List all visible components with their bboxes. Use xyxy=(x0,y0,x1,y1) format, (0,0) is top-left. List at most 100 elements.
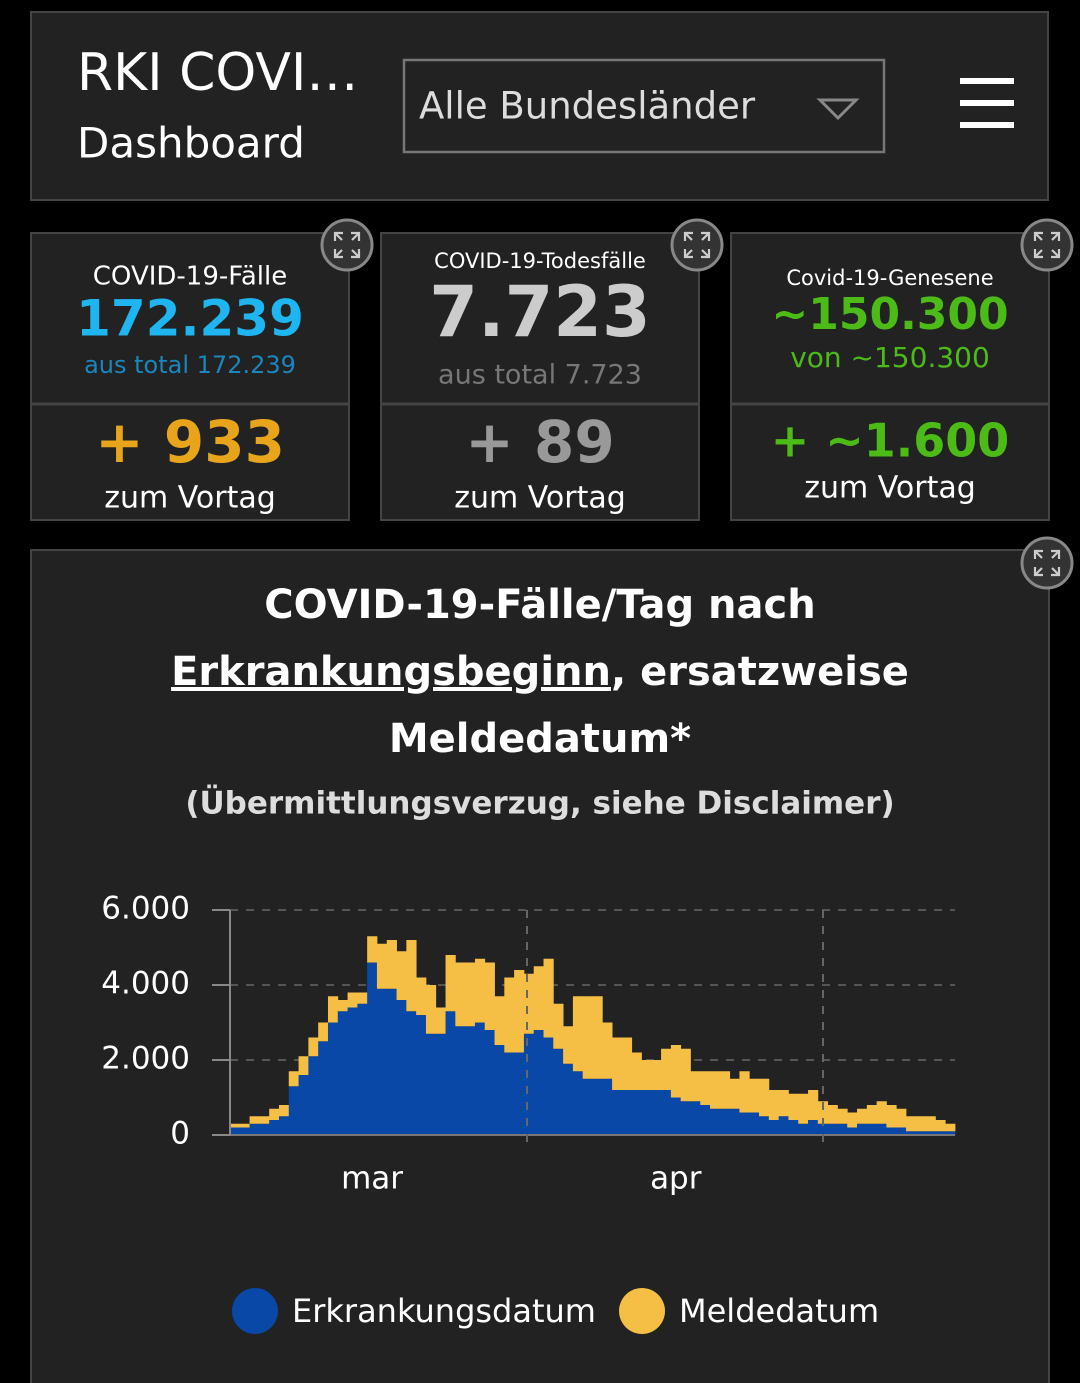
legend-label: Meldedatum xyxy=(679,1292,879,1330)
menu-button[interactable] xyxy=(960,78,1014,128)
bar-segment xyxy=(710,1108,721,1135)
bar-segment xyxy=(230,1127,241,1135)
bar-segment xyxy=(690,1101,701,1135)
bar-segment xyxy=(572,1071,584,1135)
card-value: ~150.300 xyxy=(771,289,1008,340)
bar-segment xyxy=(847,1112,858,1128)
bar-segment xyxy=(504,1052,515,1135)
bar-segment xyxy=(680,1048,691,1102)
bar-segment xyxy=(808,1120,819,1135)
chart-title: Meldedatum* xyxy=(389,716,691,762)
card: Covid-19-Genesene ~150.300 von ~150.300 … xyxy=(730,232,1050,521)
bar-segment xyxy=(945,1123,956,1132)
menu-bar[interactable] xyxy=(960,122,1014,128)
bar-segment xyxy=(563,1063,574,1135)
bar-segment xyxy=(435,1033,446,1135)
bar-segment xyxy=(582,996,593,1079)
legend-swatch xyxy=(232,1288,278,1334)
bar-segment xyxy=(308,1056,319,1135)
bar-segment xyxy=(259,1123,270,1135)
bar-segment xyxy=(269,1120,280,1135)
bar-segment xyxy=(739,1071,750,1113)
bar-segment xyxy=(533,966,544,1030)
bar-segment xyxy=(367,936,378,963)
bar-segment xyxy=(896,1127,907,1135)
bar-segment xyxy=(455,962,466,1027)
bar-segment xyxy=(298,1075,309,1135)
card-delta: + 933 xyxy=(95,408,285,476)
app-subtitle: Dashboard xyxy=(77,119,305,168)
card-total: von ~150.300 xyxy=(790,341,990,374)
bar-segment xyxy=(759,1078,770,1117)
card-label: Covid-19-Genesene xyxy=(786,266,993,290)
bar-segment xyxy=(847,1127,858,1135)
bar-segment xyxy=(278,1105,290,1117)
bar-segment xyxy=(533,1030,544,1135)
bar-segment xyxy=(925,1116,936,1132)
expand-button[interactable] xyxy=(670,218,724,272)
chart-title: COVID-19-Fälle/Tag nach xyxy=(264,582,815,628)
bar-segment xyxy=(484,1030,495,1135)
bar-segment xyxy=(474,958,486,1023)
bar-segment xyxy=(641,1060,652,1090)
bar-segment xyxy=(827,1105,838,1124)
bar-segment xyxy=(455,1026,466,1135)
bar-segment xyxy=(592,996,603,1079)
bar-segment xyxy=(514,970,525,1053)
bar-segment xyxy=(327,996,339,1023)
bar-segment xyxy=(572,996,584,1072)
bar-segment xyxy=(876,1123,887,1135)
legend-swatch xyxy=(619,1288,665,1334)
expand-button[interactable] xyxy=(320,218,374,272)
bar-segment xyxy=(435,1007,446,1034)
bar-segment xyxy=(866,1105,878,1124)
bar-segment xyxy=(298,1056,309,1075)
bar-segment xyxy=(230,1123,241,1128)
bar-segment xyxy=(817,1123,829,1135)
card: COVID-19-Todesfälle 7.723 aus total 7.72… xyxy=(380,232,700,521)
bar-segment xyxy=(719,1108,731,1135)
bar-segment xyxy=(376,988,388,1135)
bar-segment xyxy=(514,1052,525,1135)
card-value: 7.723 xyxy=(429,271,650,353)
chart-title: Erkrankungsbeginn, ersatzweise xyxy=(171,649,909,695)
bar-segment xyxy=(396,1000,407,1135)
bar-segment xyxy=(710,1071,721,1109)
expand-button[interactable] xyxy=(1020,218,1074,272)
bar-segment xyxy=(269,1108,280,1120)
bar-segment xyxy=(661,1090,672,1135)
bar-segment xyxy=(915,1131,927,1135)
y-tick-label: 6.000 xyxy=(101,891,190,927)
bar-segment xyxy=(239,1127,250,1135)
bar-segment xyxy=(425,985,437,1034)
dropdown-box[interactable] xyxy=(402,58,886,154)
expand-button[interactable] xyxy=(1020,536,1074,590)
bar-segment xyxy=(278,1116,290,1135)
bar-segment xyxy=(543,1037,554,1135)
card-value: 172.239 xyxy=(76,290,304,348)
card-delta-label: zum Vortag xyxy=(104,481,276,516)
bar-segment xyxy=(445,1011,456,1135)
card-box xyxy=(30,232,350,521)
bar-segment xyxy=(504,977,515,1053)
bar-segment xyxy=(553,1048,564,1135)
bar-segment xyxy=(798,1093,809,1124)
dropdown-text[interactable]: Alle Bundesländer xyxy=(419,85,756,128)
bar-segment xyxy=(484,962,495,1030)
card-total: aus total 7.723 xyxy=(438,360,642,391)
bar-segment xyxy=(935,1131,946,1135)
menu-bar[interactable] xyxy=(960,100,1014,106)
chart-title-link[interactable]: Erkrankungsbeginn xyxy=(171,649,611,695)
card-box xyxy=(730,232,1050,521)
bar-segment xyxy=(523,1033,535,1135)
bar-segment xyxy=(641,1090,652,1135)
dropdown-arrow[interactable] xyxy=(816,98,860,121)
region-dropdown[interactable]: Alle Bundesländer xyxy=(402,58,886,154)
bar-segment xyxy=(347,992,358,1008)
bar-segment xyxy=(729,1108,740,1135)
menu-bar[interactable] xyxy=(960,78,1014,84)
card-total: aus total 172.239 xyxy=(84,351,296,379)
y-tick-label: 2.000 xyxy=(101,1041,190,1077)
bar-segment xyxy=(788,1093,799,1120)
bar-segment xyxy=(543,958,554,1038)
